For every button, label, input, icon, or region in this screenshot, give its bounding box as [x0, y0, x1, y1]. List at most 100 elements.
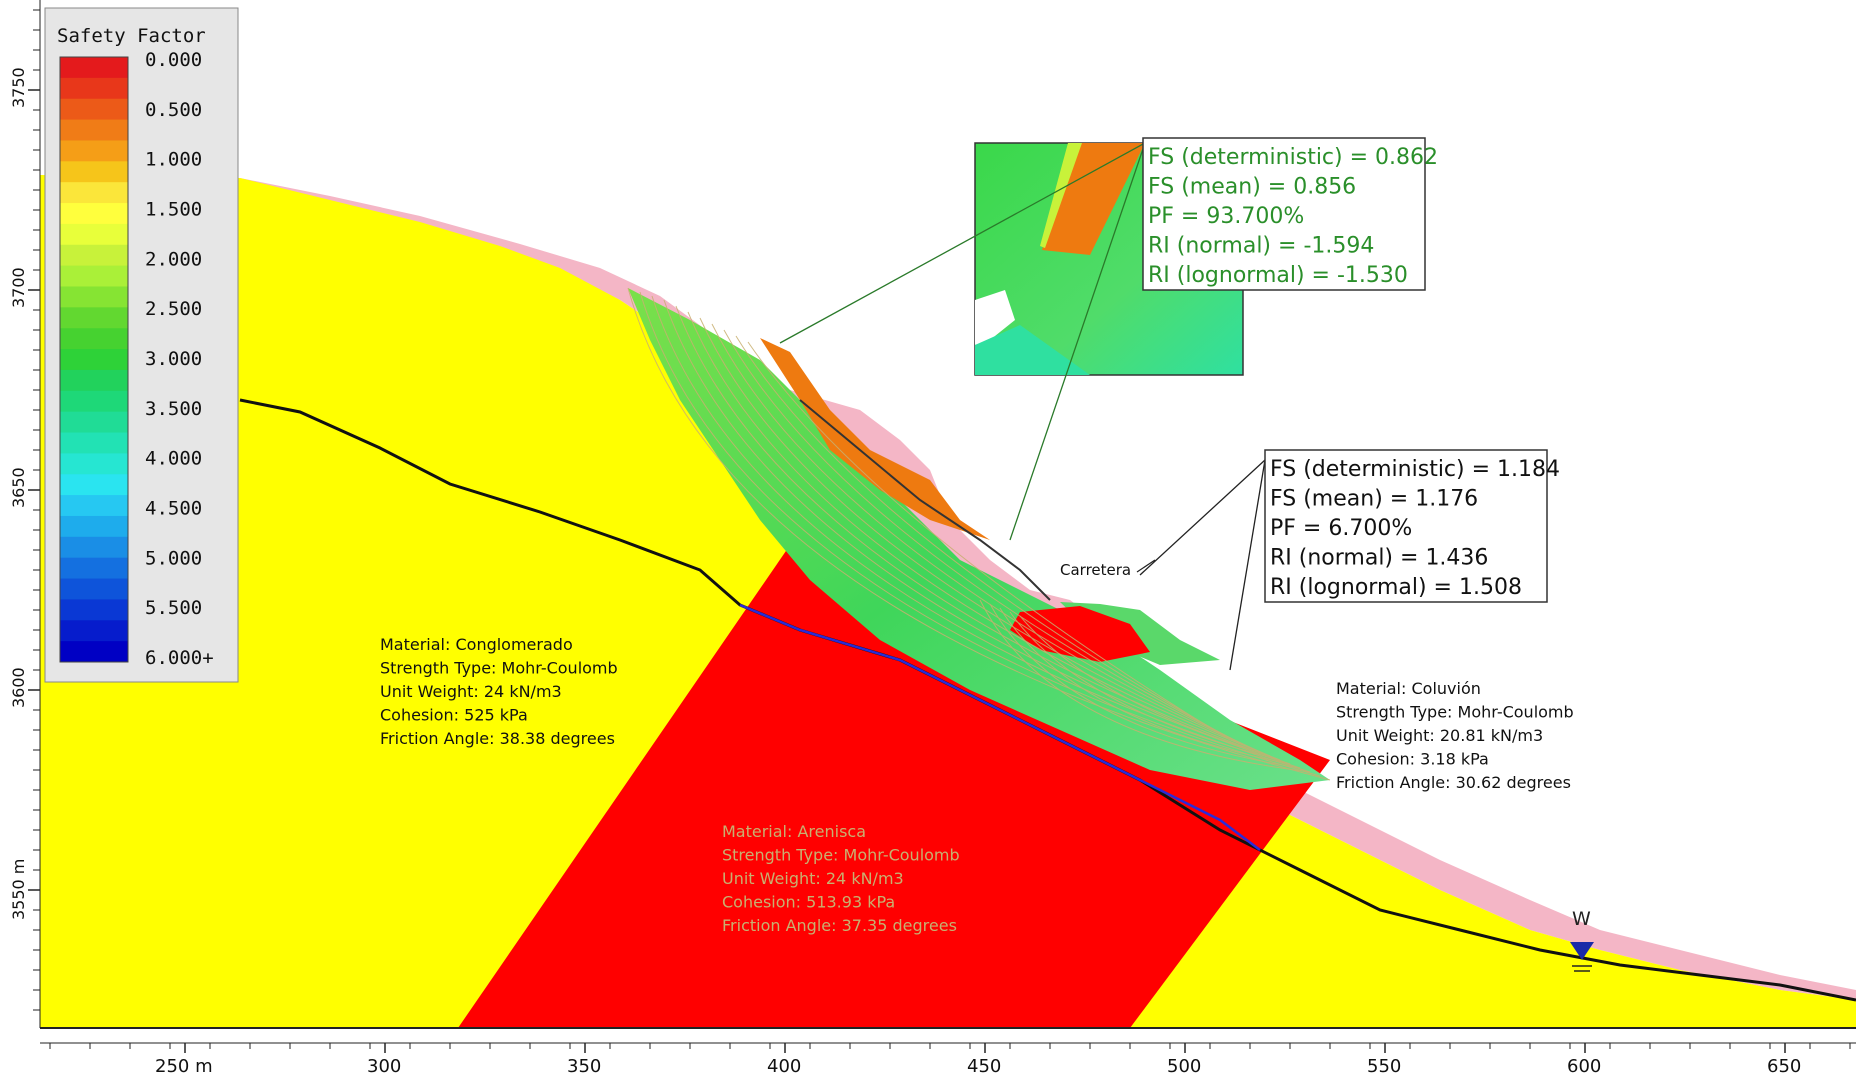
legend-label: 5.500 — [145, 597, 202, 619]
legend-label: 5.000 — [145, 547, 202, 569]
legend-band — [60, 578, 128, 600]
legend-band — [60, 620, 128, 642]
x-axis: 250 m 300 350 400 450 500 550 600 650 — [0, 1027, 1856, 1073]
legend-label: 6.000+ — [145, 647, 214, 669]
legend-band — [60, 77, 128, 100]
x-tick-label: 550 — [1367, 1056, 1401, 1073]
callout-line: RI (lognormal) = 1.508 — [1270, 575, 1522, 600]
x-tick-label: 500 — [1167, 1056, 1201, 1073]
legend-band — [60, 536, 128, 559]
legend-band — [60, 119, 128, 141]
callout-line: PF = 93.700% — [1148, 204, 1304, 229]
legend-band — [60, 349, 128, 371]
road-label: Carretera — [1060, 561, 1131, 579]
material-line: Friction Angle: 37.35 degrees — [722, 916, 957, 935]
legend-band — [60, 411, 128, 434]
x-tick-label: 400 — [767, 1056, 801, 1073]
material-line: Unit Weight: 24 kN/m3 — [380, 682, 562, 701]
slip-zone-upper — [628, 288, 1330, 790]
legend-label: 4.500 — [145, 498, 202, 520]
x-tick-label: 300 — [367, 1056, 401, 1073]
legend-band — [60, 182, 128, 204]
legend-label: 3.000 — [145, 348, 202, 370]
x-tick-label: 250 m — [155, 1056, 213, 1073]
material-line: Strength Type: Mohr-Coulomb — [380, 659, 618, 678]
material-line: Strength Type: Mohr-Coulomb — [722, 846, 960, 865]
legend-band — [60, 390, 128, 413]
y-tick-label: 3700 — [9, 267, 28, 308]
svg-text:W: W — [1572, 908, 1591, 930]
y-tick-label: 3750 — [9, 67, 28, 108]
arenisca-layer — [458, 548, 1330, 1028]
callout-line: FS (mean) = 0.856 — [1148, 175, 1356, 200]
y-tick-label: 3600 — [9, 667, 28, 708]
callout-box-2 — [1264, 449, 1548, 603]
legend-label: 0.000 — [145, 49, 202, 71]
water-marker: W — [1570, 908, 1594, 972]
legend-band — [60, 57, 128, 79]
legend-band — [60, 161, 128, 183]
material-label-conglomerado: Material: Conglomerado Strength Type: Moh… — [380, 635, 618, 748]
legend-label: 1.000 — [145, 149, 202, 171]
callout-box-1 — [1142, 137, 1426, 291]
material-label-coluvion: Material: Coluvión Strength Type: Mohr-Co… — [1336, 679, 1574, 792]
callout-line: FS (deterministic) = 1.184 — [1270, 457, 1560, 482]
legend-band — [60, 495, 128, 517]
legend-band — [60, 307, 128, 329]
callout-line: FS (mean) = 1.176 — [1270, 487, 1478, 512]
material-line: Friction Angle: 30.62 degrees — [1336, 773, 1571, 792]
material-line: Material: Arenisca — [722, 822, 866, 841]
legend-band — [60, 557, 128, 580]
legend-band — [60, 203, 128, 225]
legend-band — [60, 98, 128, 121]
critical-zone-upper — [760, 338, 990, 540]
legend-band — [60, 265, 128, 287]
material-label-arenisca: Material: Arenisca Strength Type: Mohr-Co… — [722, 822, 960, 935]
material-line: Strength Type: Mohr-Coulomb — [1336, 703, 1574, 722]
legend-band — [60, 474, 128, 496]
callout-line: PF = 6.700% — [1270, 516, 1412, 541]
legend-label: 2.500 — [145, 298, 202, 320]
callout-2-text: FS (deterministic) = 1.184 FS (mean) = 1.… — [1270, 457, 1560, 600]
material-line: Cohesion: 3.18 kPa — [1336, 750, 1489, 769]
legend-band — [60, 453, 128, 475]
legend-label: 1.500 — [145, 199, 202, 221]
legend-label: 0.500 — [145, 99, 202, 121]
legend-band — [60, 641, 128, 663]
y-tick-label: 3550 m — [9, 859, 28, 920]
x-tick-label: 450 — [967, 1056, 1001, 1073]
x-tick-label: 650 — [1767, 1056, 1801, 1073]
legend-band — [60, 140, 128, 162]
legend-label: 4.000 — [145, 448, 202, 470]
legend-label: 2.000 — [145, 248, 202, 270]
legend-band — [60, 515, 128, 538]
callout-line: RI (normal) = -1.594 — [1148, 234, 1374, 259]
callout-line: RI (lognormal) = -1.530 — [1148, 263, 1408, 288]
legend-band — [60, 223, 128, 246]
material-line: Cohesion: 525 kPa — [380, 706, 528, 725]
material-line: Material: Conglomerado — [380, 635, 573, 654]
legend-band — [60, 432, 128, 454]
callout-leaders-2 — [1139, 459, 1266, 671]
x-tick-label: 600 — [1567, 1056, 1601, 1073]
legend-band — [60, 244, 128, 267]
callout-line: FS (deterministic) = 0.862 — [1148, 145, 1438, 170]
legend-band — [60, 286, 128, 308]
water-table — [739, 603, 1261, 851]
material-line: Unit Weight: 24 kN/m3 — [722, 869, 904, 888]
material-line: Friction Angle: 38.38 degrees — [380, 729, 615, 748]
callout-leaders — [779, 142, 1146, 541]
y-tick-label: 3650 — [9, 467, 28, 508]
safety-factor-legend: Safety Factor 0.000 0.500 1.000 1.500 2.000 2… — [44, 7, 239, 683]
material-line: Cohesion: 513.93 kPa — [722, 893, 895, 912]
legend-band — [60, 599, 128, 621]
legend-band — [60, 328, 128, 350]
road-leader — [1136, 559, 1156, 573]
material-line: Unit Weight: 20.81 kN/m3 — [1336, 726, 1543, 745]
x-tick-label: 350 — [567, 1056, 601, 1073]
critical-zone-lower — [1010, 606, 1150, 662]
slip-surfaces — [627, 287, 1331, 781]
legend-title: Safety Factor — [57, 25, 206, 47]
